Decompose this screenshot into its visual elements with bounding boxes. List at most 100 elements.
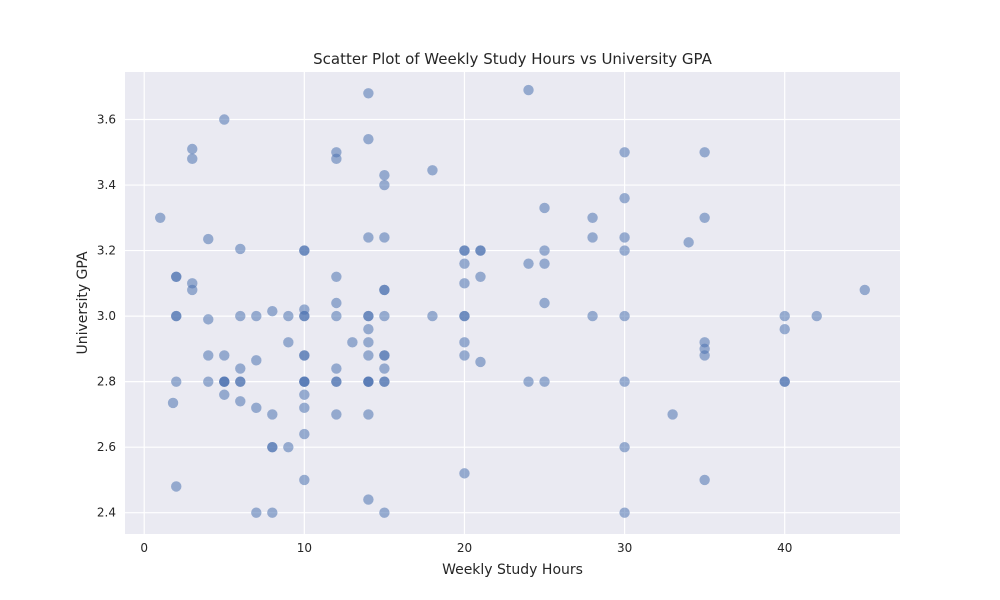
data-point: [779, 324, 790, 335]
data-point: [587, 310, 598, 322]
data-point: [267, 441, 278, 453]
data-point: [459, 258, 470, 269]
x-axis-ticks: 0 10 20 30 40: [140, 541, 792, 555]
data-point: [235, 363, 246, 374]
data-point: [363, 324, 374, 335]
data-point: [267, 409, 278, 420]
x-tick-label: 40: [777, 541, 792, 555]
data-point: [283, 310, 294, 322]
data-point: [299, 245, 310, 256]
data-point: [427, 165, 438, 176]
data-point: [171, 481, 182, 492]
data-point: [251, 402, 262, 414]
data-point: [331, 409, 342, 420]
y-tick-label: 2.4: [97, 506, 116, 520]
data-point: [379, 376, 390, 387]
data-point: [539, 258, 550, 269]
plot-area: [125, 72, 900, 534]
data-point: [667, 409, 678, 420]
data-point: [267, 305, 278, 317]
chart-title: Scatter Plot of Weekly Study Hours vs Un…: [313, 50, 712, 68]
data-point: [619, 441, 630, 453]
data-point: [299, 428, 310, 440]
y-tick-label: 3.4: [97, 178, 116, 192]
data-point: [331, 363, 342, 374]
y-axis-label: University GPA: [75, 251, 91, 354]
data-point: [459, 278, 470, 289]
data-point: [299, 402, 310, 414]
data-point: [331, 297, 342, 309]
data-point: [459, 310, 470, 322]
data-point: [379, 350, 390, 361]
data-point: [203, 376, 214, 387]
data-point: [619, 245, 630, 256]
data-point: [267, 507, 278, 518]
data-point: [363, 494, 374, 505]
data-point: [523, 84, 534, 96]
data-point: [171, 376, 182, 387]
data-point: [811, 310, 822, 322]
data-point: [379, 170, 390, 181]
data-point: [619, 376, 630, 387]
data-point: [699, 350, 710, 361]
data-point: [283, 441, 294, 453]
data-point: [459, 350, 470, 361]
data-point: [331, 310, 342, 322]
data-point: [331, 271, 342, 282]
data-point: [379, 284, 390, 296]
x-axis-label: Weekly Study Hours: [442, 562, 583, 578]
x-tick-label: 30: [617, 541, 632, 555]
data-point: [539, 202, 550, 214]
data-point: [251, 355, 262, 366]
y-tick-label: 2.6: [97, 440, 116, 454]
data-point: [459, 245, 470, 256]
data-point: [299, 376, 310, 387]
data-point: [363, 337, 374, 348]
data-point: [475, 245, 486, 256]
data-point: [363, 88, 374, 99]
y-tick-label: 3.2: [97, 244, 116, 258]
data-point: [171, 271, 182, 282]
x-tick-label: 20: [457, 541, 472, 555]
data-point: [363, 350, 374, 361]
data-point: [699, 474, 710, 486]
y-axis-ticks: 2.4 2.6 2.8 3.0 3.2 3.4 3.6: [97, 113, 116, 520]
data-point: [203, 233, 214, 245]
data-point: [283, 337, 294, 348]
data-points: [155, 84, 870, 518]
data-point: [299, 310, 310, 322]
data-point: [683, 237, 694, 248]
data-point: [523, 258, 534, 269]
data-point: [699, 147, 710, 158]
data-point: [587, 232, 598, 243]
data-point: [235, 243, 246, 255]
data-point: [347, 337, 358, 348]
data-point: [235, 310, 246, 322]
data-point: [619, 147, 630, 158]
data-point: [539, 245, 550, 256]
y-tick-label: 3.0: [97, 309, 116, 323]
data-point: [779, 376, 790, 387]
data-point: [539, 376, 550, 387]
data-point: [379, 310, 390, 322]
y-tick-label: 2.8: [97, 375, 116, 389]
data-point: [187, 284, 198, 296]
data-point: [235, 376, 246, 387]
data-point: [379, 507, 390, 518]
data-point: [475, 356, 486, 368]
data-point: [299, 474, 310, 486]
data-point: [251, 507, 262, 518]
data-point: [219, 350, 230, 361]
data-point: [379, 363, 390, 374]
data-point: [363, 232, 374, 243]
data-point: [619, 507, 630, 518]
data-point: [459, 337, 470, 348]
data-point: [203, 314, 214, 325]
data-point: [475, 271, 486, 282]
data-point: [619, 232, 630, 243]
data-point: [219, 389, 230, 400]
data-point: [363, 376, 374, 387]
data-point: [859, 284, 870, 296]
